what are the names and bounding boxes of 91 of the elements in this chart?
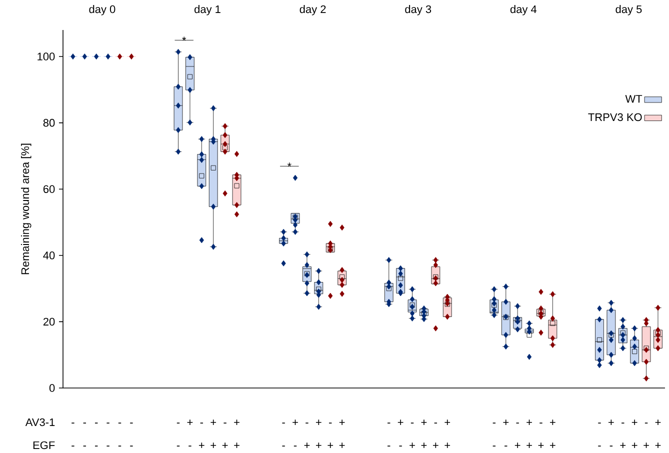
text: day 4 — [510, 5, 537, 16]
text: day 1 — [194, 5, 220, 16]
text: + — [316, 442, 322, 448]
x-tick-label: + — [503, 420, 509, 426]
text: - — [492, 446, 496, 447]
text: + — [328, 442, 334, 448]
text: - — [95, 446, 98, 447]
y-tick-label: 20 — [43, 318, 55, 326]
text: day 5 — [616, 5, 642, 16]
text: + — [234, 442, 240, 448]
y-tick-label: 0 — [49, 384, 55, 392]
x-tick-label: - — [130, 422, 133, 424]
annotation: * — [287, 162, 292, 167]
annotation: * — [182, 36, 186, 41]
x-tick-label: + — [316, 420, 322, 426]
text: - — [118, 446, 122, 447]
y-axis-title: Remaining wound area [%] — [21, 144, 32, 274]
x-tick-label: + — [550, 420, 556, 426]
text: + — [304, 442, 310, 448]
x-tick-label: - — [540, 422, 542, 424]
x-tick-label: - — [106, 422, 110, 424]
text: - — [72, 446, 74, 447]
x-tick-label: + — [187, 420, 193, 426]
text: - — [130, 446, 133, 447]
text: + — [432, 442, 438, 448]
text: - — [399, 446, 402, 447]
x-tick-label: + — [444, 420, 450, 426]
text: + — [632, 442, 638, 448]
x-tick-label: - — [410, 422, 414, 424]
text: + — [410, 442, 415, 448]
x-tick-label: - — [516, 422, 519, 424]
y-tick-label: 80 — [43, 118, 55, 127]
x-tick-label: + — [655, 420, 661, 426]
text: - — [106, 446, 110, 447]
x-tick-label: + — [526, 420, 532, 426]
x-tick-label: + — [292, 420, 298, 426]
x-tick-label: - — [224, 422, 226, 424]
x-tick-label: + — [234, 420, 240, 426]
text: - — [176, 446, 180, 447]
y-tick-label: 60 — [43, 185, 55, 194]
text: - — [388, 446, 390, 447]
x-tick-label: + — [398, 420, 404, 426]
y-tick-label: 40 — [43, 252, 55, 260]
x-tick-label: - — [492, 422, 496, 424]
x-tick-label: - — [72, 422, 74, 424]
x-tick-label: - — [118, 422, 122, 424]
text: day 3 — [405, 5, 432, 16]
x-tick-label: - — [282, 422, 285, 424]
text: + — [620, 442, 626, 448]
text: - — [294, 446, 297, 447]
x-tick-label: - — [388, 422, 390, 424]
x-tick-label: + — [632, 420, 638, 426]
text: + — [526, 442, 532, 448]
text: day 2 — [300, 5, 326, 16]
x-tick-label: + — [608, 420, 614, 426]
x-tick-label: - — [434, 422, 438, 424]
text: - — [83, 446, 86, 447]
text: - — [282, 446, 285, 447]
text: + — [550, 442, 556, 448]
text: + — [644, 442, 649, 448]
y-tick-label: 100 — [38, 52, 55, 60]
x-tick-label: - — [200, 422, 203, 424]
x-tick-label: - — [176, 422, 180, 424]
x-tick-label: + — [339, 420, 345, 426]
text: - — [188, 446, 192, 447]
legend-label: TRPV3 KO — [588, 113, 642, 122]
text: EGF — [33, 441, 55, 450]
x-tick-label: - — [95, 422, 98, 424]
x-tick-label: - — [644, 422, 648, 424]
text: - — [598, 446, 601, 447]
text: + — [421, 442, 427, 448]
text: + — [198, 442, 204, 448]
text: + — [538, 442, 544, 448]
legend-label: WT — [625, 95, 642, 103]
x-tick-label: + — [210, 420, 216, 426]
text: + — [655, 442, 661, 448]
x-tick-label: + — [421, 420, 427, 426]
x-tick-label: - — [598, 422, 601, 424]
text: - — [504, 446, 508, 447]
x-tick-label: - — [329, 422, 332, 424]
x-tick-label: - — [306, 422, 308, 424]
x-tick-label: - — [622, 422, 624, 424]
text: + — [514, 442, 520, 448]
text: AV3-1 — [25, 418, 55, 426]
x-tick-label: - — [83, 422, 86, 424]
text: day 0 — [89, 5, 116, 16]
text: + — [210, 442, 216, 448]
text: - — [610, 446, 613, 447]
text: + — [222, 442, 228, 448]
text: + — [444, 442, 450, 448]
text: + — [339, 442, 345, 448]
